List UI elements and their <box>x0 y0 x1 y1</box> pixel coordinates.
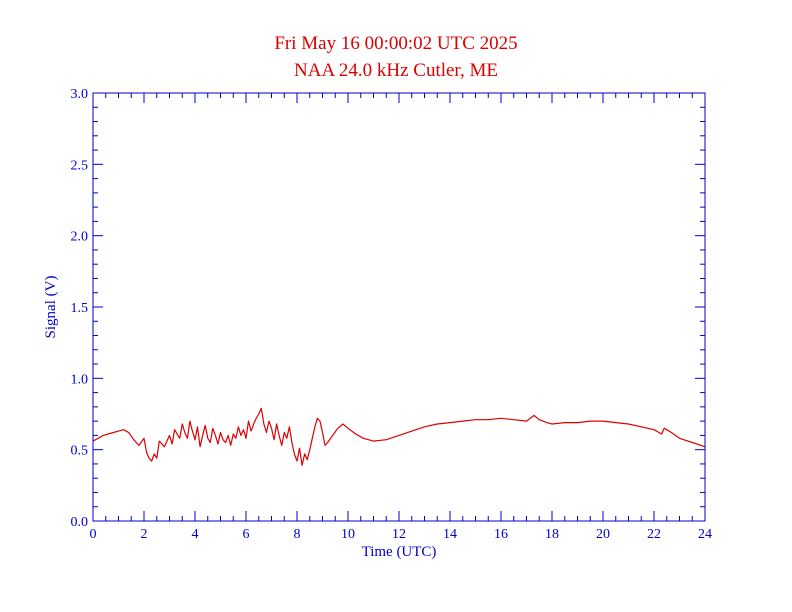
x-tick-label: 0 <box>90 527 97 542</box>
y-tick-label: 0.5 <box>71 444 89 459</box>
chart-subtitle: NAA 24.0 kHz Cutler, ME <box>294 60 498 81</box>
x-tick-label: 16 <box>494 527 508 542</box>
series-line <box>92 407 706 466</box>
tick-labels: 0 2 4 6 8 10 12 14 16 18 20 22 240.00.51.01.52.02.53… <box>71 87 713 542</box>
axis-ticks <box>92 92 706 522</box>
plot-frame <box>92 92 706 522</box>
y-tick-label: 3.0 <box>71 87 89 102</box>
x-tick-label: 20 <box>596 527 610 542</box>
x-tick-label: 2 <box>141 527 148 542</box>
y-axis-label: Signal (V) <box>43 276 59 339</box>
x-tick-label: 24 <box>698 527 712 542</box>
x-tick-label: 10 <box>341 527 355 542</box>
y-tick-label: 2.5 <box>71 158 89 173</box>
x-axis-label: Time (UTC) <box>362 544 437 560</box>
x-tick-label: 22 <box>647 527 661 542</box>
y-tick-label: 1.5 <box>71 301 89 316</box>
x-tick-label: 6 <box>243 527 250 542</box>
chart-title: Fri May 16 00:00:02 UTC 2025 <box>274 33 518 54</box>
x-tick-label: 14 <box>443 527 457 542</box>
y-tick-label: 2.0 <box>71 230 89 245</box>
x-tick-label: 12 <box>392 527 406 542</box>
series-layer <box>92 407 706 466</box>
x-tick-label: 18 <box>545 527 559 542</box>
x-tick-label: 4 <box>192 527 199 542</box>
x-tick-label: 8 <box>294 527 301 542</box>
y-tick-label: 1.0 <box>71 372 89 387</box>
y-tick-label: 0.0 <box>71 515 89 530</box>
